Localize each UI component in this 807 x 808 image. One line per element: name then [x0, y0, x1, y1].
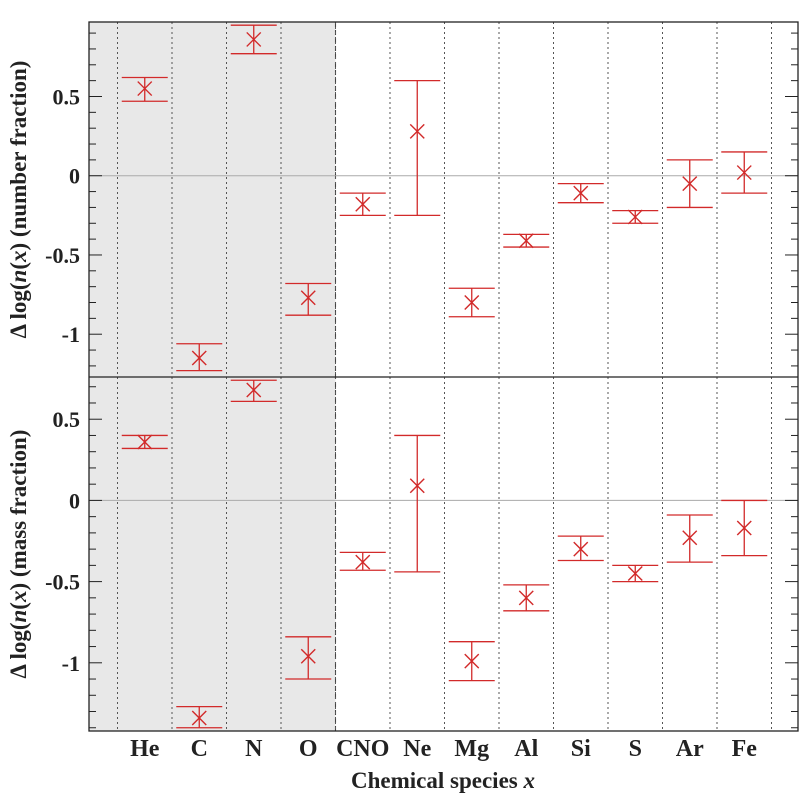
marker-x-n: [246, 31, 262, 47]
data-point-fe: [721, 151, 768, 194]
panel-mass-fraction: 0.5 0 -0.5 -1 Δ log(n(x) (mass fraction): [6, 379, 798, 729]
marker-x-c: [191, 710, 207, 726]
data-point-o: [285, 636, 332, 680]
y-tick-label: 0.5: [53, 407, 81, 432]
data-point-ne: [394, 434, 441, 573]
y-axis-title: Δ log(n(x) (number fraction): [6, 61, 31, 339]
marker-x-mg: [464, 653, 480, 669]
marker-x-o: [300, 648, 316, 664]
y-tick-label: 0: [69, 488, 80, 513]
data-point-al: [503, 233, 550, 249]
category-label-ne: Ne: [403, 736, 431, 762]
y-axis-title: Δ log(n(x) (mass fraction): [6, 430, 31, 679]
y-tick-label: 0.5: [53, 84, 81, 109]
marker-x-he: [137, 434, 153, 450]
data-point-s: [612, 209, 659, 225]
data-point-o: [285, 282, 332, 316]
marker-x-fe: [736, 520, 752, 536]
y-tick-label: -1: [62, 651, 80, 676]
data-point-mg: [448, 287, 495, 318]
marker-x-al: [518, 590, 534, 606]
data-point-s: [612, 564, 659, 583]
marker-x-ar: [682, 176, 698, 192]
data-point-cno: [339, 192, 386, 216]
marker-x-si: [573, 185, 589, 201]
data-point-al: [503, 584, 550, 612]
category-label-si: Si: [571, 736, 591, 762]
y-tick-label: -0.5: [45, 570, 80, 595]
category-label-mg: Mg: [454, 736, 489, 762]
marker-x-o: [300, 290, 316, 306]
marker-x-ar: [682, 530, 698, 546]
y-tick-label: -0.5: [45, 243, 80, 268]
marker-x-n: [246, 382, 262, 398]
data-point-n: [230, 379, 277, 403]
category-label-ar: Ar: [676, 736, 704, 762]
marker-x-he: [137, 81, 153, 97]
marker-x-c: [191, 350, 207, 366]
panel-number-fraction: 0.5 0 -0.5 -1 Δ log(n(x) (number fraction): [6, 24, 798, 372]
data-point-si: [557, 183, 604, 204]
y-tick-label: -1: [62, 322, 80, 347]
data-point-he: [121, 76, 168, 102]
data-point-he: [121, 434, 168, 450]
category-label-fe: Fe: [732, 736, 758, 762]
data-point-cno: [339, 551, 386, 571]
data-point-ar: [666, 514, 713, 563]
marker-x-si: [573, 541, 589, 557]
data-point-ne: [394, 79, 441, 216]
marker-x-fe: [736, 165, 752, 181]
marker-x-cno: [355, 196, 371, 212]
marker-x-mg: [464, 295, 480, 311]
marker-x-al: [518, 233, 534, 249]
marker-x-s: [627, 209, 643, 225]
category-label-c: C: [191, 736, 208, 762]
category-label-o: O: [299, 736, 318, 762]
marker-x-ne: [409, 478, 425, 494]
data-point-mg: [448, 641, 495, 682]
marker-x-ne: [409, 123, 425, 139]
x-axis-title: Chemical species x: [351, 768, 535, 793]
marker-x-cno: [355, 554, 371, 570]
category-label-al: Al: [514, 736, 538, 762]
data-point-ar: [666, 159, 713, 209]
category-label-he: He: [130, 736, 160, 762]
category-label-cno: CNO: [336, 736, 389, 762]
data-point-si: [557, 535, 604, 562]
data-point-c: [176, 343, 223, 372]
data-point-n: [230, 24, 277, 55]
data-point-c: [176, 705, 223, 729]
marker-x-s: [627, 565, 643, 581]
category-label-s: S: [629, 736, 642, 762]
data-point-fe: [721, 499, 768, 557]
y-tick-label: 0: [69, 164, 80, 189]
category-label-n: N: [245, 736, 263, 762]
